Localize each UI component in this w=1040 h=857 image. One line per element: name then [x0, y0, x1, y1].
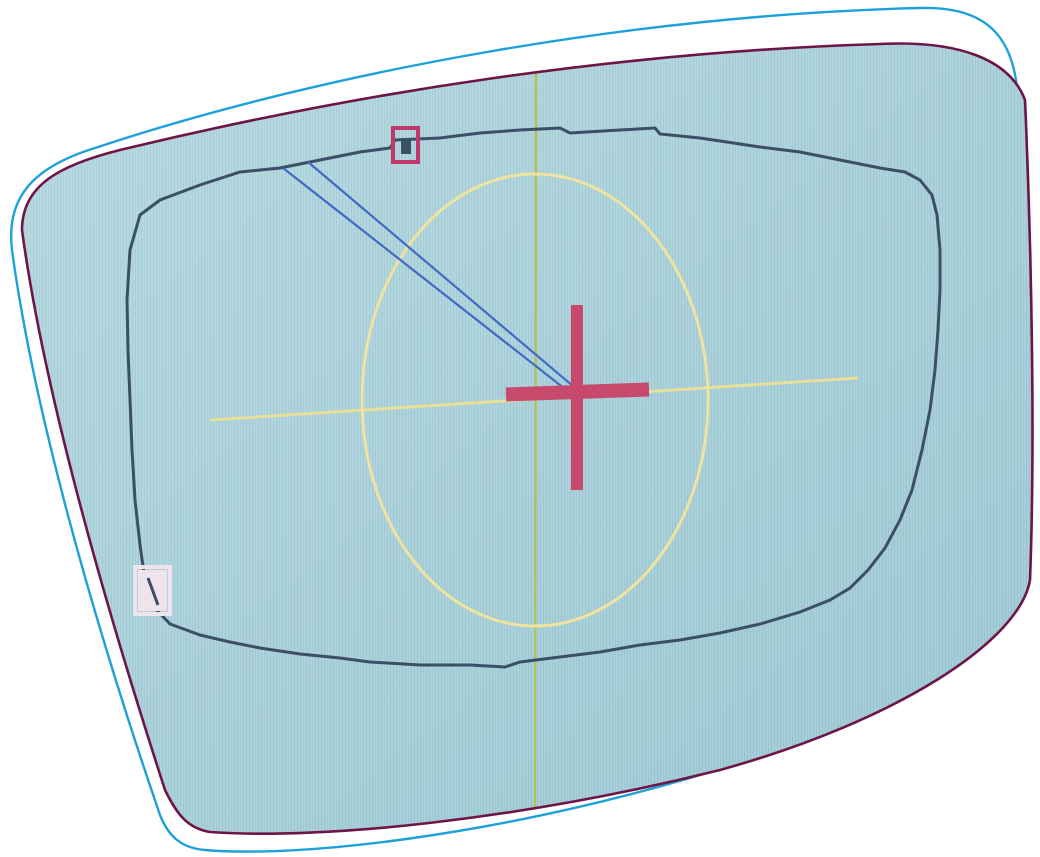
inner-lens-outline: [20, 42, 1034, 835]
center-crosshair-icon: [505, 305, 650, 490]
reference-circle: [360, 172, 710, 628]
top-marker-icon: [391, 126, 420, 164]
vertical-axis: [533, 59, 538, 831]
measure-line-a: [282, 167, 575, 397]
side-marker-icon: [133, 565, 172, 616]
lens-trace-outline: [125, 126, 942, 669]
measure-line-b: [307, 161, 581, 393]
